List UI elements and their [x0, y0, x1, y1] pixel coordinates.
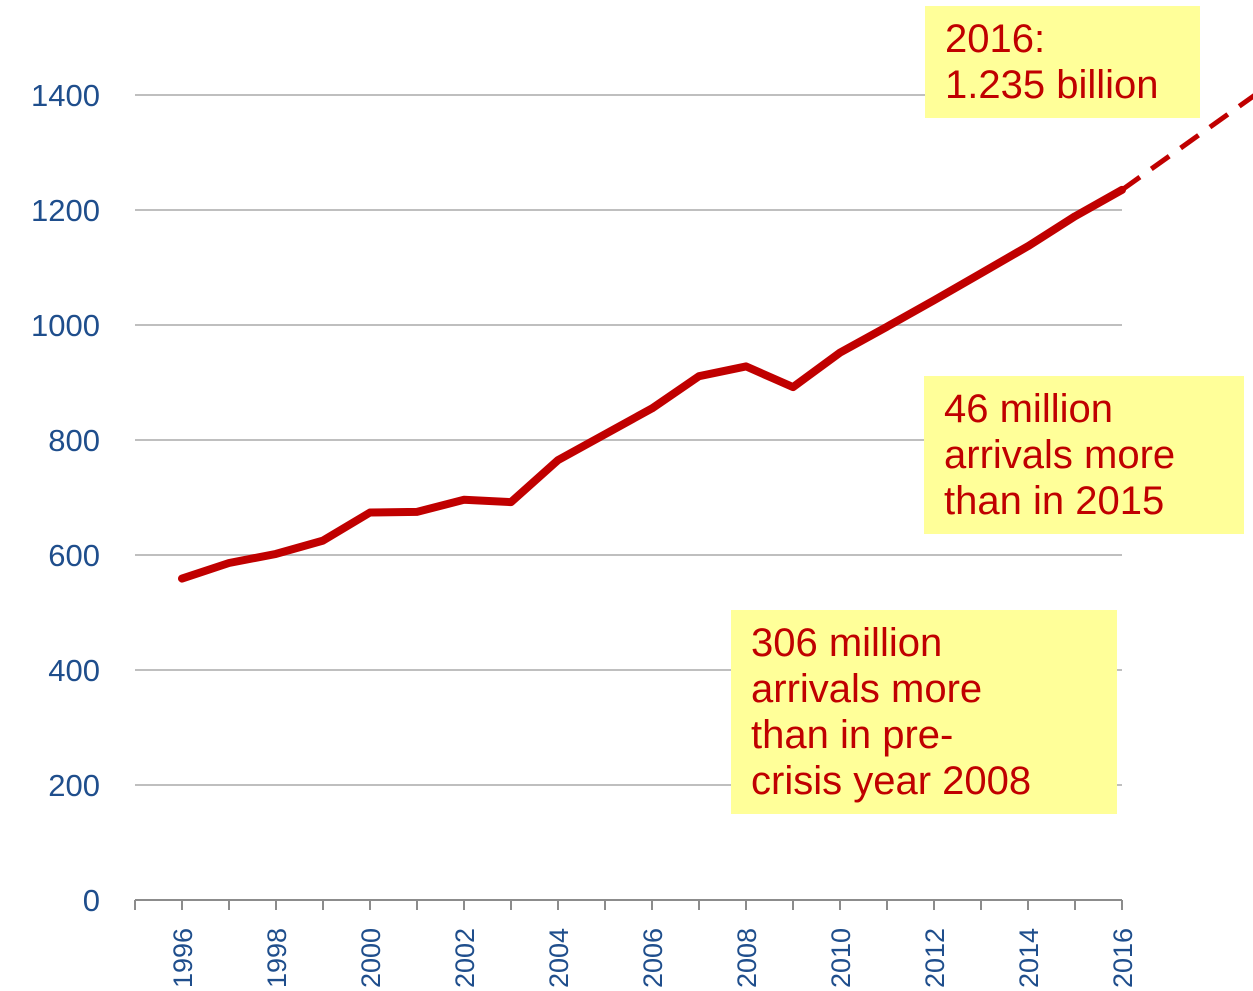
annotation-line: crisis year 2008 [751, 759, 1032, 803]
y-tick-label: 1000 [31, 308, 100, 343]
annotation-total-2016: 2016: 1.235 billion [925, 6, 1200, 118]
y-axis: 0 200 400 600 800 1000 1200 1400 [31, 78, 100, 918]
annotation-line: 306 million [751, 621, 943, 665]
y-tick-label: 1400 [31, 78, 100, 113]
x-tick-label: 1998 [262, 928, 292, 988]
y-tick-label: 0 [83, 883, 100, 918]
x-tick-label: 2010 [826, 928, 856, 988]
x-tick-label: 2006 [638, 928, 668, 988]
annotation-line: arrivals more [944, 433, 1176, 477]
x-tick-label: 2014 [1014, 928, 1044, 988]
annotation-line: 2016: [945, 17, 1046, 61]
annotation-line: arrivals more [751, 667, 983, 711]
series-lines [178, 93, 1253, 583]
y-tick-label: 600 [48, 538, 100, 573]
annotation-line: 46 million [944, 387, 1113, 431]
x-tick-label: 2004 [544, 928, 574, 988]
projection-line [1120, 93, 1253, 192]
x-tick-label: 2016 [1108, 928, 1138, 988]
y-tick-label: 400 [48, 653, 100, 688]
x-tick-label: 2000 [356, 928, 386, 988]
x-tick-label: 2008 [732, 928, 762, 988]
annotation-line: than in pre- [751, 713, 954, 757]
x-tick-label: 2002 [450, 928, 480, 988]
annotation-vs-2008: 306 million arrivals more than in pre- c… [731, 610, 1117, 814]
annotation-vs-2015: 46 million arrivals more than in 2015 [924, 376, 1244, 534]
gridlines [135, 94, 1122, 786]
x-axis: 1996 1998 2000 2002 2004 2006 2008 2010 2012 2014… [134, 899, 1138, 988]
x-tick-label: 2012 [920, 928, 950, 988]
y-tick-label: 1200 [31, 193, 100, 228]
y-tick-label: 800 [48, 423, 100, 458]
x-tick-label: 1996 [168, 928, 198, 988]
y-tick-label: 200 [48, 768, 100, 803]
annotation-line: 1.235 billion [945, 63, 1159, 107]
series-line [178, 185, 1126, 583]
annotation-line: than in 2015 [944, 479, 1165, 523]
